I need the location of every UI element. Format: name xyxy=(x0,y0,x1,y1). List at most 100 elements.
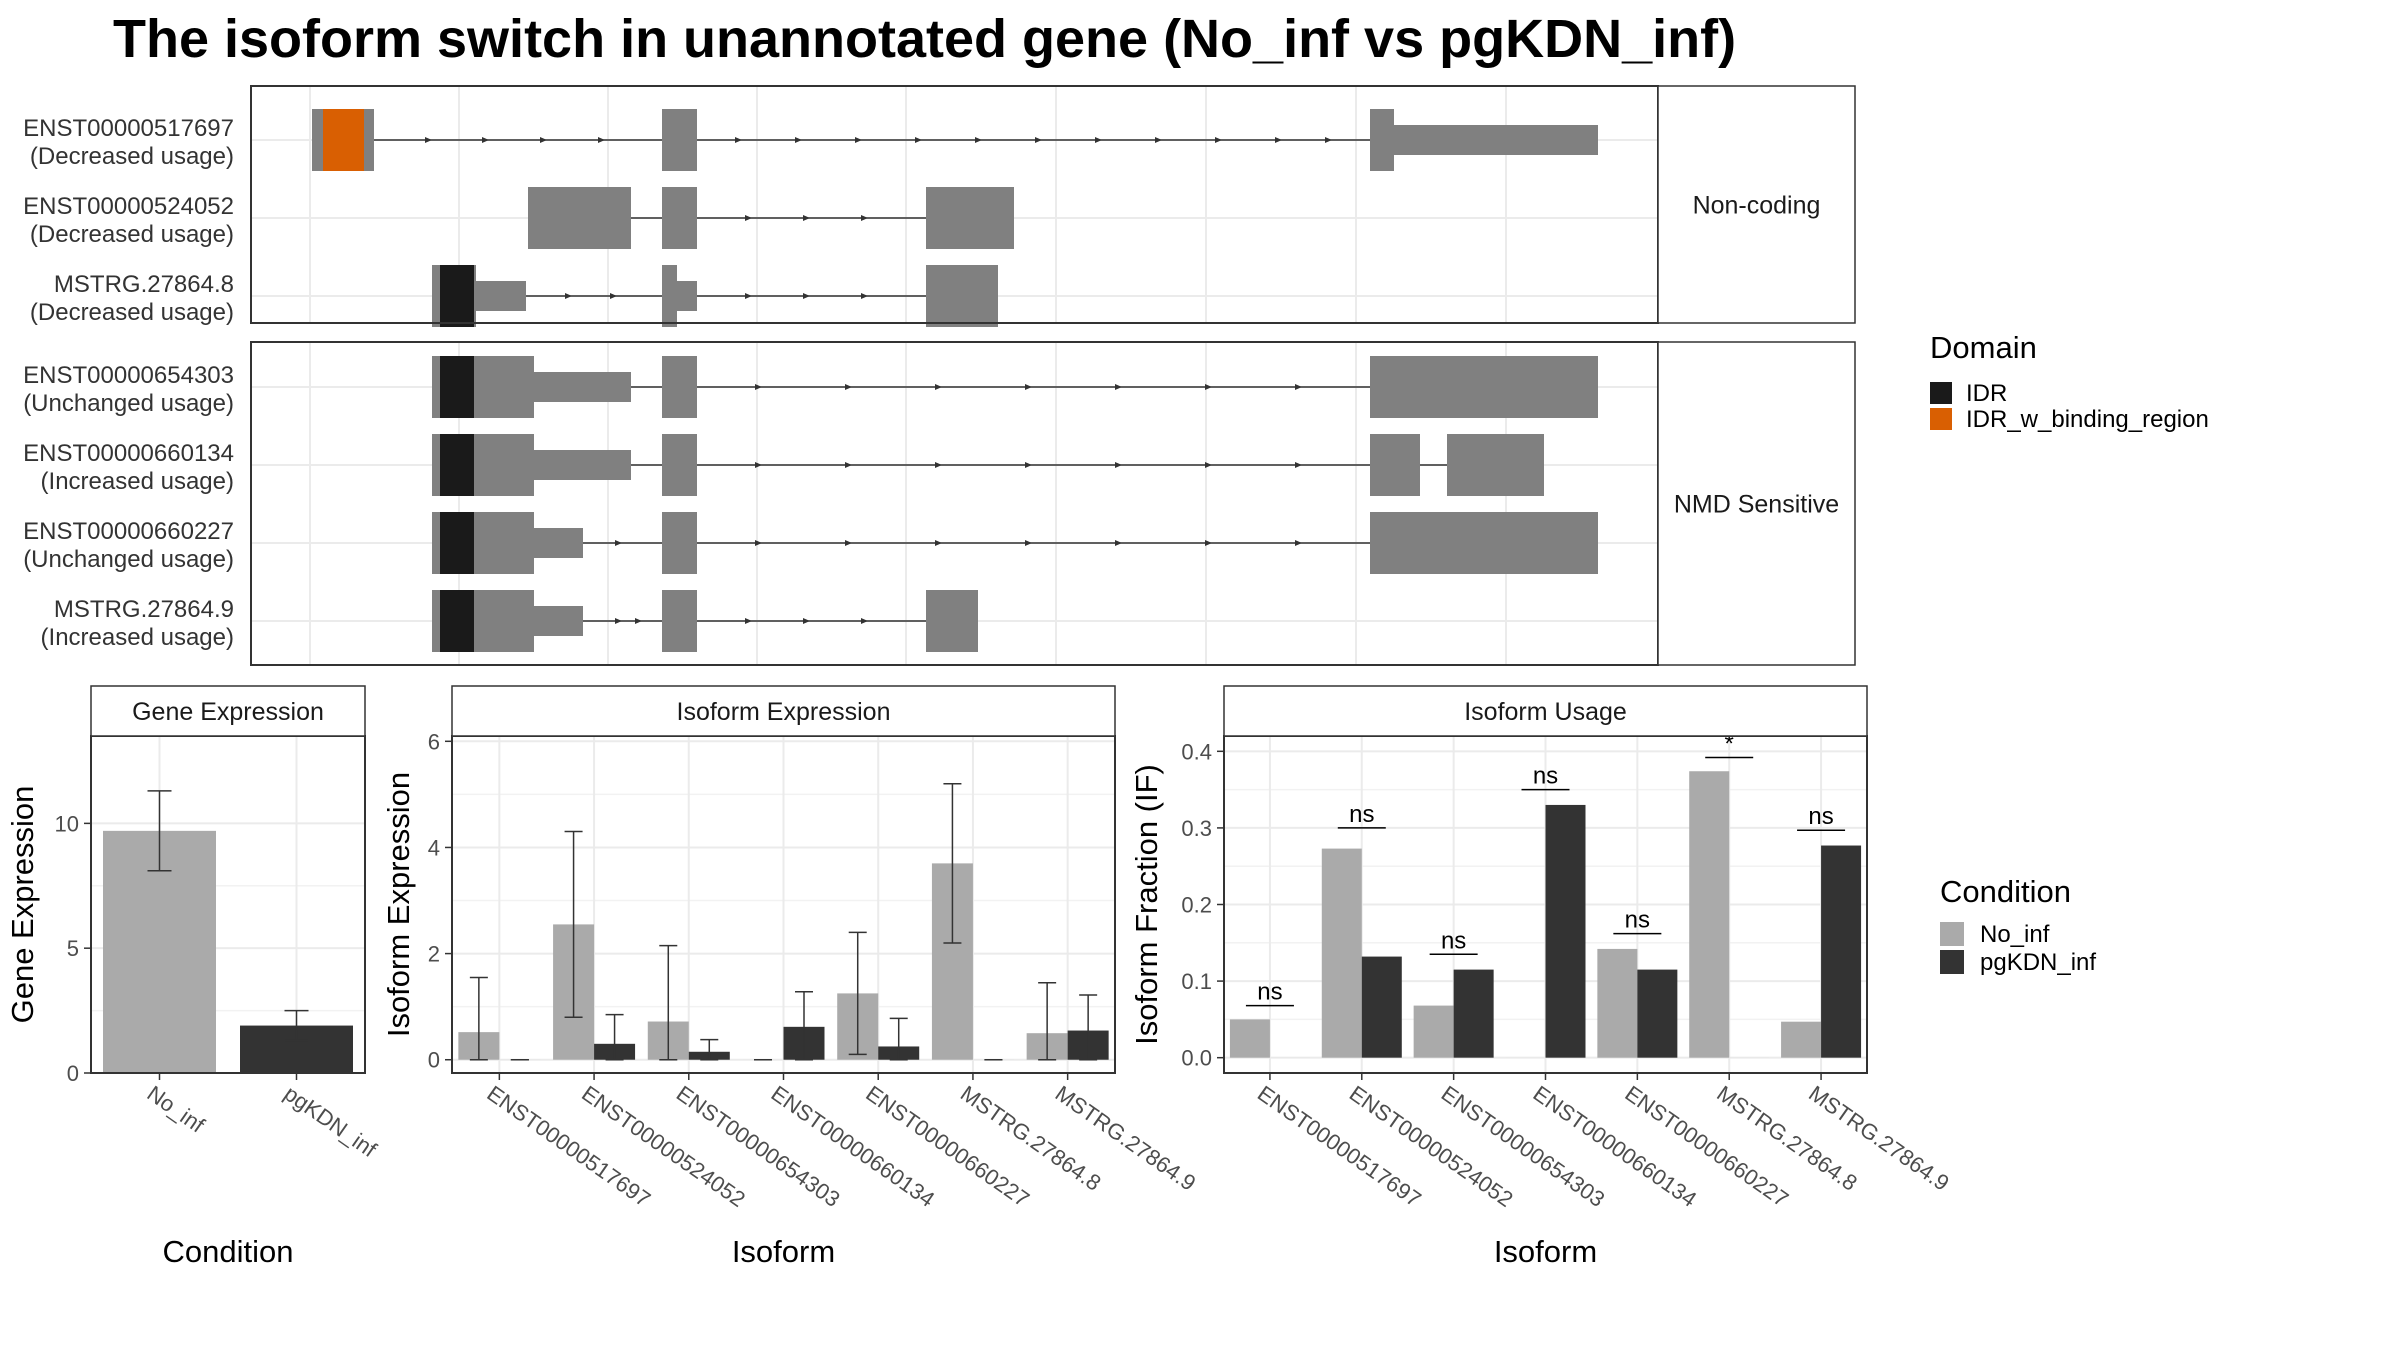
facet-strip-label: NMD Sensitive xyxy=(1674,491,1839,519)
idr-domain-block xyxy=(440,512,474,574)
y-tick-label: 0 xyxy=(428,1048,440,1073)
exon-block xyxy=(662,356,697,418)
significance-annotation: ns xyxy=(1613,907,1662,935)
intron-direction-arrow xyxy=(755,384,762,390)
condition-legend-swatch xyxy=(1940,950,1964,974)
error-bar xyxy=(659,944,678,1061)
intron-direction-arrow xyxy=(1325,137,1332,143)
significance-annotation: ns xyxy=(1429,927,1478,956)
intron-direction-arrow xyxy=(745,293,752,299)
isoform-name-label: ENST00000660134 xyxy=(23,440,234,467)
significance-annotation: * xyxy=(1705,730,1754,759)
intron-direction-arrow xyxy=(745,215,752,221)
intron-direction-arrow xyxy=(803,293,810,299)
isoform-name-label: ENST00000660227 xyxy=(23,518,234,545)
isoform-expression-plot: Isoform Expression0246ENST00000517697ENS… xyxy=(381,685,1200,1269)
significance-label: ns xyxy=(1441,927,1466,954)
condition-legend-label: No_inf xyxy=(1980,921,2050,948)
bar-No_inf xyxy=(1689,771,1730,1058)
error-bar xyxy=(795,991,813,1061)
facet-strip xyxy=(90,685,366,737)
bar-pgKDN_inf xyxy=(1821,845,1862,1058)
y-axis-title: Isoform Expression xyxy=(381,772,416,1037)
y-tick-label: 10 xyxy=(55,811,79,836)
x-tick-label: No_inf xyxy=(143,1081,210,1138)
intron-direction-arrow xyxy=(610,293,617,299)
y-tick-label: 0 xyxy=(67,1061,79,1086)
error-bar xyxy=(605,1013,624,1061)
error-bar xyxy=(1038,982,1057,1061)
isoform-usage-label: (Decreased usage) xyxy=(30,221,234,248)
intron-direction-arrow xyxy=(482,137,489,143)
bar-No_inf xyxy=(1413,1005,1454,1058)
x-axis-title: Condition xyxy=(163,1234,294,1269)
significance-label: * xyxy=(1725,730,1734,757)
intron-direction-arrow xyxy=(425,137,432,143)
intron-direction-arrow xyxy=(935,384,942,390)
bar-pgKDN_inf xyxy=(1545,804,1586,1058)
utr-block xyxy=(677,281,697,311)
exon-block xyxy=(662,512,697,574)
y-tick-label: 0.2 xyxy=(1181,893,1212,918)
intron-direction-arrow xyxy=(1205,540,1212,546)
isoform-usage-label: (Decreased usage) xyxy=(30,299,234,326)
error-bar xyxy=(943,783,962,944)
bar-pgKDN_inf xyxy=(1453,969,1494,1058)
bar-pgKDN_inf xyxy=(1637,969,1678,1058)
significance-label: ns xyxy=(1625,907,1650,934)
significance-label: ns xyxy=(1257,979,1282,1006)
intron-direction-arrow xyxy=(855,137,862,143)
y-axis-title: Gene Expression xyxy=(5,786,40,1024)
bar-No_inf xyxy=(1321,848,1362,1058)
domain-legend-swatch xyxy=(1930,408,1952,430)
exon-block xyxy=(926,590,978,652)
gene-structure-plot: ENST00000517697(Decreased usage)ENST0000… xyxy=(23,85,1856,666)
intron-direction-arrow xyxy=(803,215,810,221)
x-tick-label: ENST00000660227 xyxy=(1620,1081,1793,1212)
condition-legend-title: Condition xyxy=(1940,874,2071,909)
y-tick-label: 0.3 xyxy=(1181,816,1212,841)
error-bar xyxy=(147,790,172,872)
gene-expression-plot: Gene Expression 0 5 10 No_inf pgKDN_inf Gene E… xyxy=(5,685,382,1269)
exon-block xyxy=(662,590,697,652)
intron-direction-arrow xyxy=(915,137,922,143)
error-bar xyxy=(700,1038,719,1061)
intron-direction-arrow xyxy=(1025,384,1032,390)
intron-direction-arrow xyxy=(1275,137,1282,143)
figure-title: The isoform switch in unannotated gene (… xyxy=(113,9,1736,69)
exon-block xyxy=(662,109,697,171)
bar-No_inf xyxy=(1229,1019,1270,1058)
facet-strip xyxy=(451,685,1116,737)
exon-block xyxy=(926,265,998,327)
isoform-name-label: ENST00000524052 xyxy=(23,193,234,220)
utr-block xyxy=(534,450,631,480)
intron-direction-arrow xyxy=(975,137,982,143)
intron-direction-arrow xyxy=(1295,384,1302,390)
intron-direction-arrow xyxy=(615,540,622,546)
significance-label: ns xyxy=(1349,801,1374,828)
exon-block xyxy=(528,187,631,249)
domain-legend-title: Domain xyxy=(1930,330,2037,365)
error-bar xyxy=(848,931,867,1056)
idr-domain-block xyxy=(440,434,474,496)
y-tick-label: 6 xyxy=(428,729,440,754)
y-axis-title: Isoform Fraction (IF) xyxy=(1129,764,1164,1045)
y-tick-label: 0.4 xyxy=(1181,739,1212,764)
significance-annotation: ns xyxy=(1797,803,1846,831)
intron-direction-arrow xyxy=(845,540,852,546)
y-tick-label: 4 xyxy=(428,835,440,860)
significance-annotation: ns xyxy=(1521,763,1570,791)
bar-No_inf xyxy=(1781,1021,1822,1058)
intron-direction-arrow xyxy=(845,462,852,468)
x-tick-label: ENST00000524052 xyxy=(577,1081,750,1212)
intron-direction-arrow xyxy=(615,618,622,624)
intron-direction-arrow xyxy=(1295,540,1302,546)
exon-block xyxy=(662,434,697,496)
y-tick-label: 0.0 xyxy=(1181,1046,1212,1071)
intron-direction-arrow xyxy=(1115,462,1122,468)
error-bar xyxy=(1079,994,1098,1061)
intron-direction-arrow xyxy=(565,293,572,299)
